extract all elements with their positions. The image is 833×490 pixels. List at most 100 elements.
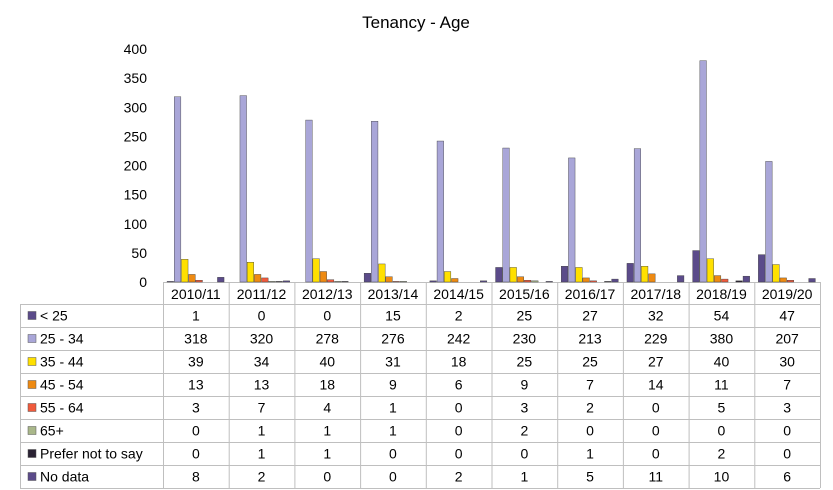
data-label: 1 [389,423,397,439]
x-category-label: 2013/14 [368,286,419,302]
bar [261,277,269,283]
data-label: 318 [184,331,208,347]
data-label: 0 [520,446,528,462]
data-label: 14 [648,377,664,393]
data-label: 3 [783,400,791,416]
x-category-label: 2011/12 [237,286,287,302]
data-label: 3 [192,400,200,416]
bar [633,148,641,283]
data-label: 7 [783,377,791,393]
data-label: 7 [258,400,266,416]
bar [312,258,320,283]
data-label: 0 [652,423,660,439]
data-label: 18 [319,377,335,393]
legend-label: No data [40,469,89,485]
data-label: 0 [389,469,397,485]
data-label: 1 [192,308,200,324]
data-label: 30 [779,354,795,370]
bar [502,147,510,283]
x-category-label: 2010/11 [171,286,221,302]
data-label: 2 [455,308,463,324]
x-category-label: 2017/18 [630,286,681,302]
legend-label: Prefer not to say [40,446,143,462]
data-label: 242 [447,331,471,347]
data-label: 0 [652,400,660,416]
bar [699,60,707,283]
data-label: 2 [455,469,463,485]
data-label: 27 [582,308,598,324]
bar [341,281,349,283]
bar [779,277,787,283]
data-label: 2 [718,446,726,462]
x-category-label: 2016/17 [565,286,616,302]
data-label: 6 [783,469,791,485]
bar [772,264,780,283]
data-label: 6 [455,377,463,393]
bar [174,96,182,283]
bar [524,280,532,283]
legend-swatch [27,380,37,389]
data-label: 1 [389,400,397,416]
data-label: 2 [586,400,594,416]
data-label: 11 [714,377,729,393]
data-label: 40 [319,354,335,370]
legend-label: 45 - 54 [40,377,84,393]
bar [166,281,174,283]
bar [706,258,714,283]
legend-label: < 25 [40,308,68,324]
data-label: 1 [586,446,594,462]
legend-label: 35 - 44 [40,354,84,370]
data-label: 13 [188,377,204,393]
x-category-label: 2014/15 [433,286,484,302]
bar [392,281,400,283]
bar [436,140,444,283]
data-label: 2 [520,423,528,439]
x-category-label: 2019/20 [762,286,813,302]
x-category-label: 2015/16 [499,286,550,302]
bar [765,161,773,283]
data-label: 0 [192,446,200,462]
legend-label: 65+ [40,423,64,439]
bar [626,263,634,283]
bar [239,95,247,283]
data-label: 9 [520,377,528,393]
bar [363,273,371,283]
data-label: 0 [258,308,266,324]
bar [677,275,685,283]
data-label: 25 [582,354,598,370]
data-label: 0 [389,446,397,462]
bar [254,274,262,283]
legend-swatch [27,472,37,481]
data-label: 7 [586,377,594,393]
data-label: 230 [513,331,537,347]
data-label: 9 [389,377,397,393]
bar [561,266,569,283]
data-label: 25 [517,354,533,370]
bar [758,254,766,283]
bar [509,267,517,283]
bar [282,280,290,283]
data-label: 5 [586,469,594,485]
bar [604,281,612,283]
data-label: 0 [192,423,200,439]
legend-swatch [27,357,37,366]
data-label: 1 [258,446,266,462]
y-tick-label: 100 [124,216,148,232]
data-label: 27 [648,354,664,370]
bar [319,271,327,283]
bar [692,250,700,283]
legend-label: 55 - 64 [40,400,84,416]
data-label: 0 [652,446,660,462]
data-label: 8 [192,469,200,485]
data-label: 0 [455,400,463,416]
data-label: 0 [586,423,594,439]
y-axis: 0 50 100 150 200 250 300 350 400 [124,41,148,290]
bar [195,280,203,283]
data-label: 213 [578,331,602,347]
bar [378,263,386,283]
bar [429,280,437,283]
data-label: 278 [316,331,340,347]
legend-swatch [27,449,37,458]
data-label: 276 [381,331,405,347]
